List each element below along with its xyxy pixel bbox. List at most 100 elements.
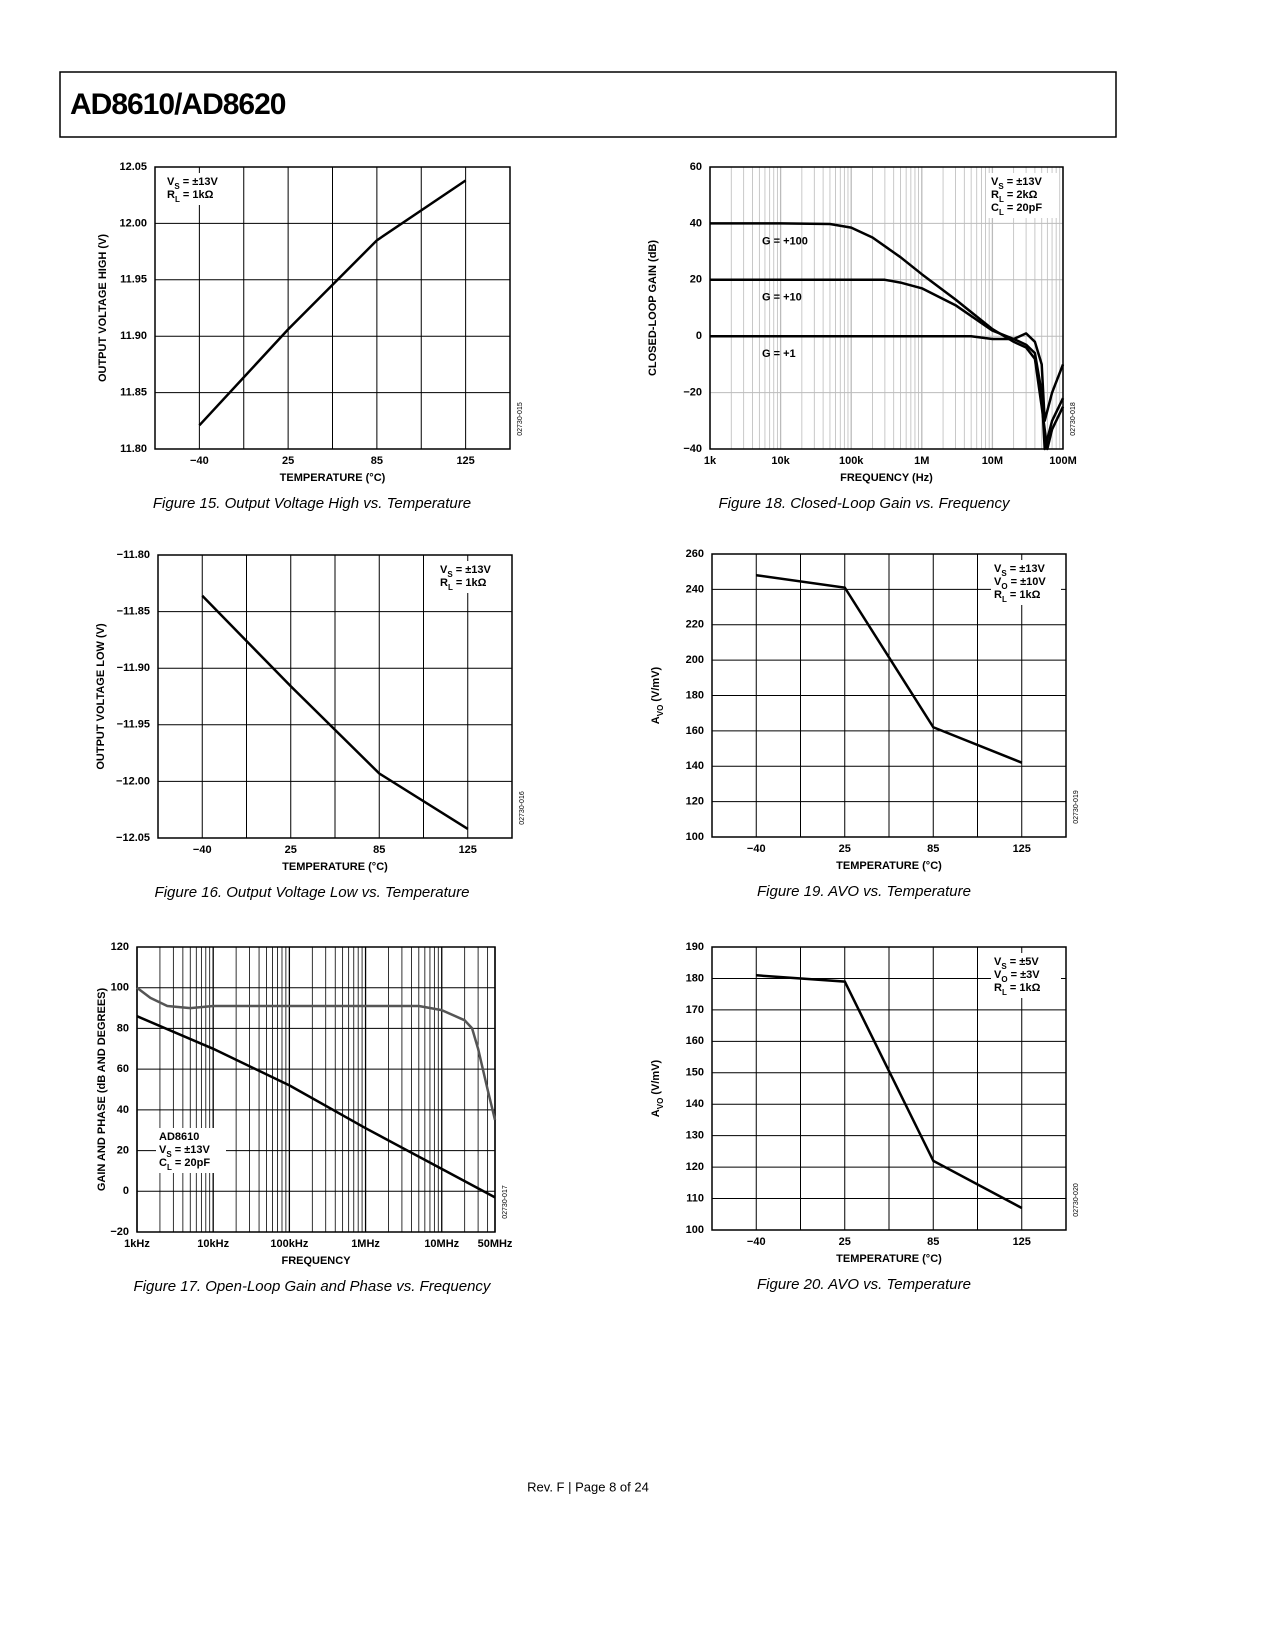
x-tick-label: 10M [982,455,1003,467]
series-label: G = +100 [762,235,808,247]
x-tick-label: 125 [456,455,474,467]
x-tick-label: 25 [839,1236,851,1248]
x-tick-label: 125 [1013,843,1031,855]
y-tick-label: 60 [690,161,702,173]
figure-code: 02730-015 [517,402,524,436]
x-tick-label: 10MHz [424,1238,459,1250]
x-axis-label: TEMPERATURE (°C) [280,472,386,484]
annotation: RL = 1kΩ [440,577,487,592]
plot-frame [711,553,1067,838]
x-tick-label: 1M [914,455,929,467]
y-tick-label: 12.00 [119,217,147,229]
y-tick-label: 180 [686,689,704,701]
annotation: VS = ±13V [159,1144,210,1159]
x-tick-label: 50MHz [478,1238,513,1250]
y-tick-label: 12.05 [119,161,147,173]
figure-code: 02730-019 [1073,790,1080,824]
annotation-bg [988,173,1058,218]
x-tick-label: 10k [771,455,790,467]
y-tick-label: 150 [686,1067,704,1079]
annotation-bg [991,560,1061,605]
annotation: AD8610 [159,1131,199,1143]
figure-caption: Figure 16. Output Voltage Low vs. Temper… [155,884,470,901]
y-tick-label: 0 [123,1185,129,1197]
y-tick-label: 120 [686,1161,704,1173]
x-tick-label: 125 [1013,1236,1031,1248]
y-tick-label: −20 [110,1226,129,1238]
x-tick-label: 125 [459,844,477,856]
y-tick-label: 100 [111,982,129,994]
figure-caption: Figure 17. Open-Loop Gain and Phase vs. … [134,1278,492,1295]
y-tick-label: −11.80 [117,549,150,561]
data-line [198,179,467,427]
x-tick-label: 25 [282,455,294,467]
x-axis-label: TEMPERATURE (°C) [282,861,388,873]
y-tick-label: 100 [686,831,704,843]
x-axis-label: TEMPERATURE (°C) [836,1253,942,1265]
annotation-bg [437,561,507,593]
y-tick-label: 120 [111,941,129,953]
y-tick-label: 40 [690,217,702,229]
y-tick-label: 0 [696,330,702,342]
figure-code: 02730-018 [1070,402,1077,436]
x-tick-label: 10kHz [197,1238,229,1250]
x-axis-label: FREQUENCY [281,1255,351,1267]
annotation: VS = ±13V [991,176,1042,191]
annotation: CL = 20pF [991,202,1042,217]
header-box [59,71,1117,138]
x-tick-label: 1kHz [124,1238,150,1250]
data-line [136,986,497,1121]
y-axis-label: AVO (V/mV) [650,1059,665,1117]
y-tick-label: 170 [686,1004,704,1016]
x-tick-label: 25 [285,844,297,856]
y-tick-label: −12.00 [116,775,150,787]
figure-code: 02730-017 [502,1185,509,1219]
x-tick-label: 85 [373,844,385,856]
x-axis-label: TEMPERATURE (°C) [836,860,942,872]
annotation: RL = 1kΩ [167,189,214,204]
x-tick-label: −40 [190,455,209,467]
y-axis-label: AVO (V/mV) [650,666,665,724]
x-tick-label: 1k [704,455,717,467]
figure-caption: Figure 20. AVO vs. Temperature [757,1276,971,1293]
y-tick-label: 160 [686,1035,704,1047]
y-tick-label: 140 [686,1098,704,1110]
x-tick-label: 25 [839,843,851,855]
y-tick-label: 130 [686,1130,704,1142]
figure-caption: Figure 18. Closed-Loop Gain vs. Frequenc… [719,495,1011,512]
plot-frame [711,946,1067,1231]
annotation-bg [164,173,234,205]
data-line [756,573,1023,764]
figure-caption: Figure 19. AVO vs. Temperature [757,883,971,900]
y-tick-label: 40 [117,1104,129,1116]
data-line [756,974,1023,1210]
data-line [136,1015,496,1199]
y-tick-label: 220 [686,619,704,631]
figure-code: 02730-020 [1073,1183,1080,1217]
annotation: RL = 1kΩ [994,982,1041,997]
y-tick-label: 180 [686,972,704,984]
figure-caption: Figure 15. Output Voltage High vs. Tempe… [153,495,471,512]
y-tick-label: −40 [683,443,702,455]
y-tick-label: 110 [686,1192,704,1204]
plot-frame [154,166,511,450]
plot-frame [157,554,513,839]
annotation: RL = 1kΩ [994,589,1041,604]
y-tick-label: 200 [686,654,704,666]
data-line [710,332,1065,423]
y-tick-label: −12.05 [116,832,150,844]
y-tick-label: 140 [686,760,704,772]
annotation: VS = ±13V [440,564,491,579]
footer: Rev. F | Page 8 of 24 [527,1479,649,1494]
annotation: VS = ±5V [994,956,1039,971]
y-tick-label: 11.80 [120,443,147,455]
y-tick-label: −20 [683,387,702,399]
annotation-bg [156,1128,226,1173]
annotation: VS = ±13V [167,176,218,191]
y-tick-label: 240 [686,583,704,595]
x-tick-label: 85 [927,843,939,855]
x-tick-label: 85 [927,1236,939,1248]
x-tick-label: −40 [747,843,766,855]
annotation: VO = ±10V [994,576,1046,591]
